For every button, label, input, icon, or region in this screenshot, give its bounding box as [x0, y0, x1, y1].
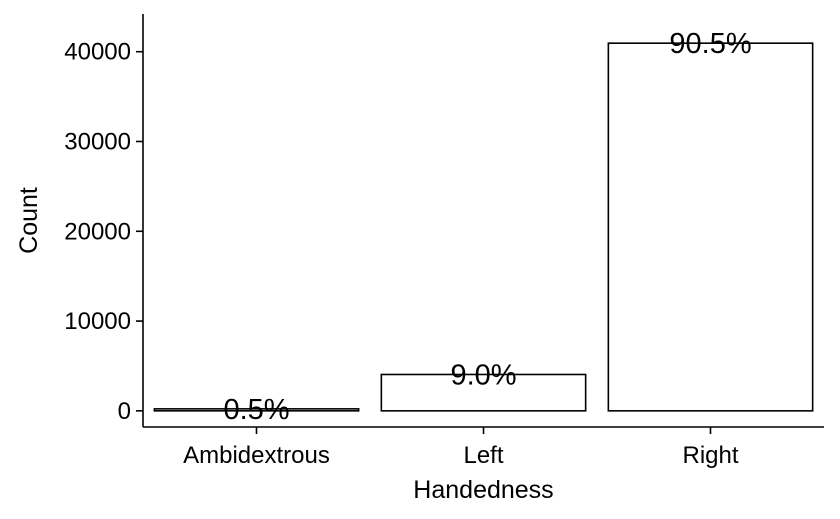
data-label-ambidextrous: 0.5% [223, 394, 289, 426]
bars-group [154, 43, 812, 411]
x-axis-ticks: Ambidextrous Left Right [183, 427, 739, 469]
y-tick-label: 40000 [64, 39, 131, 66]
y-axis-title: Count [15, 187, 43, 254]
y-tick-label: 0 [118, 398, 131, 425]
y-tick-label: 10000 [64, 308, 131, 335]
x-axis-title: Handedness [413, 476, 553, 504]
data-label-right: 90.5% [669, 28, 751, 60]
x-tick-label: Left [463, 442, 503, 469]
y-axis-ticks: 0 10000 20000 30000 40000 [64, 39, 143, 425]
data-label-left: 9.0% [450, 359, 516, 391]
x-tick-label: Right [682, 442, 738, 469]
y-tick-label: 30000 [64, 128, 131, 155]
y-tick-label: 20000 [64, 218, 131, 245]
x-tick-label: Ambidextrous [183, 442, 330, 469]
bar-right [608, 43, 812, 411]
